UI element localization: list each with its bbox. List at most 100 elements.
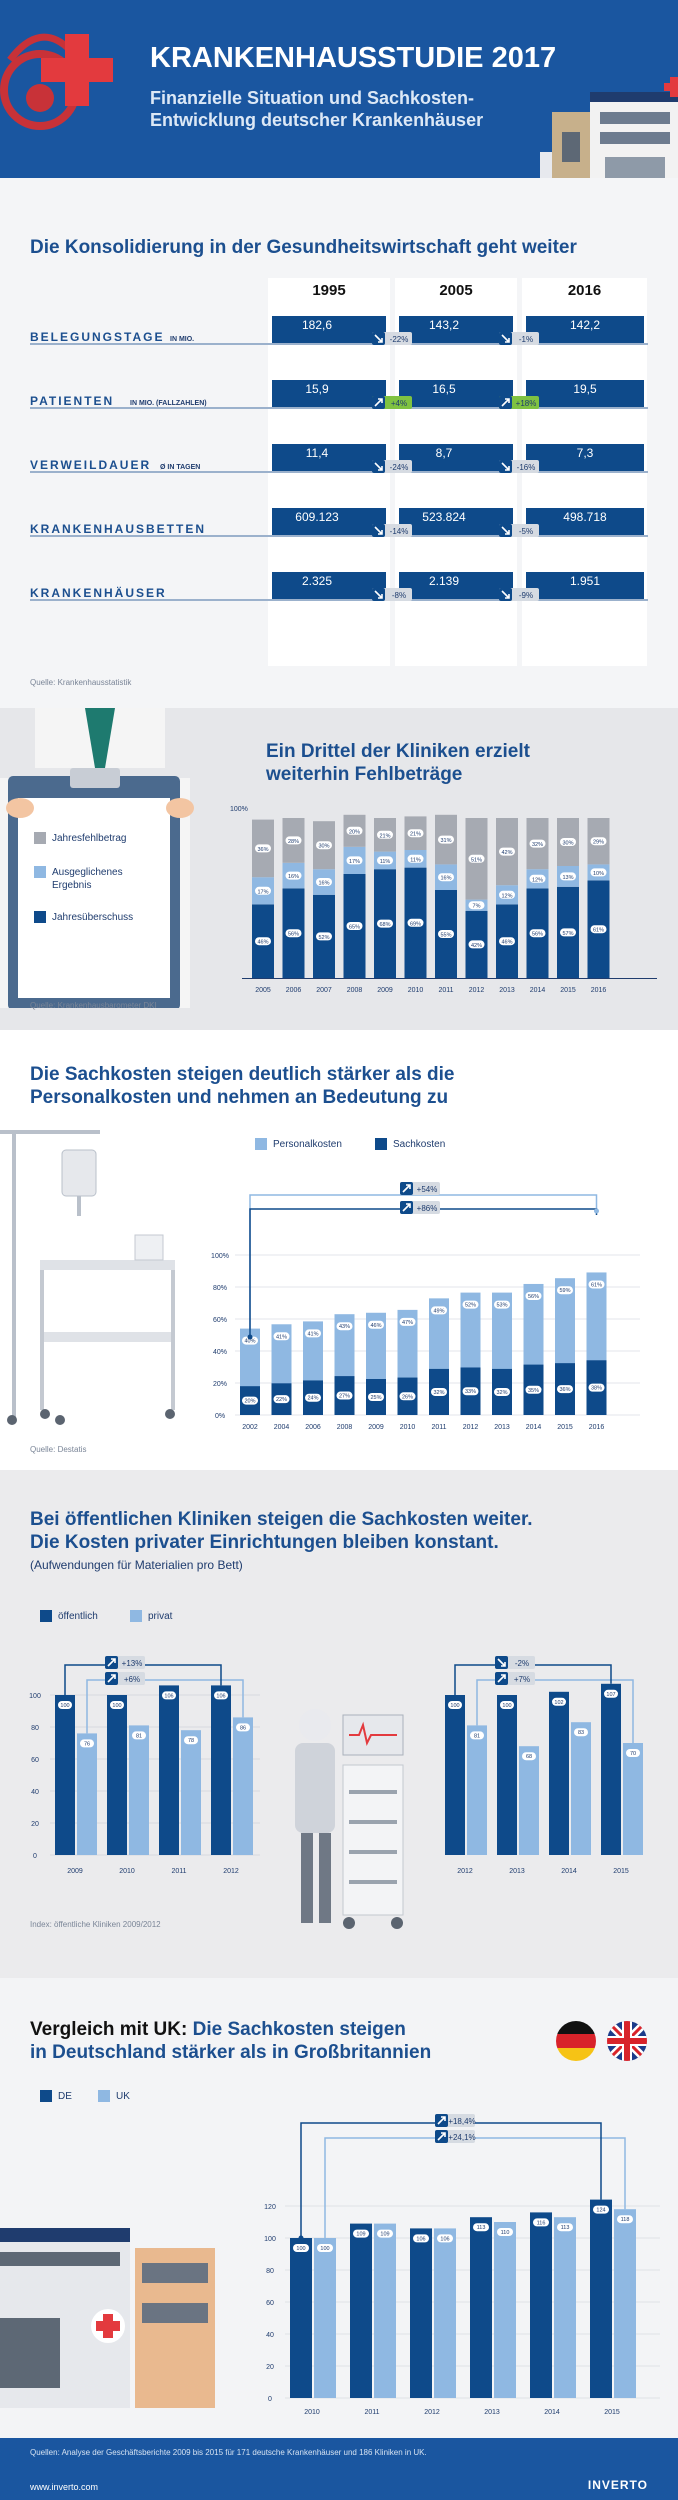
public-private-chart-left: 0 20 40 60 80 100 100 76 2009 100 81 2010 106 78 2011 1… xyxy=(29,1656,260,1875)
public-label-pill xyxy=(162,1691,176,1700)
segment-label: 65% xyxy=(349,925,360,931)
change-badge-personal-label: +54% xyxy=(417,1185,438,1194)
personal-label-pill xyxy=(462,1300,479,1309)
x-axis-label: 2011 xyxy=(171,1868,186,1875)
segment-label-pill xyxy=(285,929,302,938)
uk-bar xyxy=(614,2209,636,2398)
x-axis-label: 2012 xyxy=(424,2409,440,2416)
personal-label-pill xyxy=(368,1320,384,1329)
uk-flag-icon xyxy=(607,2021,647,2061)
section2-title-2: weiterhin Fehlbeträge xyxy=(266,764,463,785)
legend-oeffentlich: öffentlich xyxy=(40,1610,98,1622)
segment-label: 36% xyxy=(257,847,268,853)
change-badge: -8% xyxy=(372,588,412,601)
year-header-1995: 1995 xyxy=(312,282,346,299)
change-badge-label: -16% xyxy=(517,463,536,472)
segment-label-pill xyxy=(407,854,424,863)
segment-label-pill xyxy=(346,826,363,835)
private-bar xyxy=(233,1717,253,1855)
segment-label-pill xyxy=(438,835,454,844)
personal-value-label: 40% xyxy=(244,1339,255,1345)
footer-source: Quellen: Analyse der Geschäftsberichte 2… xyxy=(30,2448,427,2457)
x-axis-label: 2011 xyxy=(431,1424,446,1431)
legend-de: DE xyxy=(40,2090,72,2102)
private-label-pill xyxy=(184,1736,198,1745)
table-value-bar xyxy=(526,316,644,343)
change-badge: -9% xyxy=(499,588,539,601)
table-row-label: VERWEILDAUER xyxy=(30,458,151,472)
x-axis-label: 2013 xyxy=(484,2409,500,2416)
hospital-illustration xyxy=(0,2228,215,2408)
public-bar xyxy=(107,1695,127,1855)
de-bar xyxy=(590,2199,612,2398)
footer-url[interactable]: www.inverto.com xyxy=(30,2482,99,2492)
de-label-pill xyxy=(473,2223,489,2232)
public-label-pill xyxy=(604,1689,618,1698)
segment-label-pill xyxy=(529,839,546,848)
year-header-2016: 2016 xyxy=(567,282,602,299)
legend-label-uk: UK xyxy=(116,2090,130,2102)
personal-value-label: 41% xyxy=(276,1334,287,1340)
public-bar xyxy=(497,1695,517,1855)
public-value-label: 106 xyxy=(216,1693,225,1699)
uk-value-label: 100 xyxy=(320,2246,329,2252)
segment-label-pill xyxy=(255,886,271,895)
de-bar xyxy=(350,2223,372,2398)
table-value-bar xyxy=(272,380,386,407)
personal-value-label: 46% xyxy=(370,1323,381,1329)
table-row-label: KRANKENHÄUSER xyxy=(30,585,167,600)
stacked-bar-chart: 100% 46% 17% 36% 2005 56% 16% 28% 2006 52% 16% 30% 2… xyxy=(230,806,657,994)
private-bar xyxy=(129,1725,149,1855)
table-value-bar xyxy=(272,316,386,343)
sach-value-label: 26% xyxy=(402,1394,413,1400)
x-axis-label: 2012 xyxy=(463,1424,479,1431)
segment-label-pill xyxy=(285,836,302,845)
private-label-pill xyxy=(522,1752,536,1761)
y-tick-label: 60 xyxy=(31,1757,39,1764)
segment-label-pill xyxy=(407,829,424,838)
legend-swatch-de xyxy=(40,2090,52,2102)
segment-label: 46% xyxy=(257,940,268,946)
x-axis-label: 2015 xyxy=(557,1424,573,1431)
year-header-2005: 2005 xyxy=(439,282,473,299)
segment-label: 52% xyxy=(318,935,329,941)
sach-value-label: 27% xyxy=(339,1394,350,1400)
segment-label: 13% xyxy=(562,875,573,881)
uk-value-label: 106 xyxy=(440,2236,449,2242)
de-value-label: 106 xyxy=(416,2236,425,2242)
segment-label-pill xyxy=(499,890,515,899)
x-axis-label: 2012 xyxy=(457,1868,473,1875)
change-badge: +18% xyxy=(499,396,539,409)
public-label-pill xyxy=(552,1697,566,1706)
table-value-bar xyxy=(399,572,513,599)
x-axis-label: 2015 xyxy=(604,2409,620,2416)
table-value-bar xyxy=(272,508,386,535)
public-label-pill xyxy=(110,1701,124,1709)
y-tick-label: 20 xyxy=(266,2364,274,2371)
private-value-label: 83 xyxy=(578,1730,584,1736)
legend-label-ausgeglichen: Ausgeglichenes Ergebnis xyxy=(52,867,123,891)
segment-label-pill xyxy=(346,856,363,865)
segment-label: 57% xyxy=(562,931,573,937)
x-axis-label: 2009 xyxy=(368,1424,384,1431)
table-value: 523.824 xyxy=(422,510,466,524)
uk-label-pill xyxy=(437,2234,453,2243)
change-badge: -24% xyxy=(372,460,412,473)
hospital-building-icon xyxy=(540,77,678,178)
segment-label-pill xyxy=(529,874,546,883)
uk-value-label: 109 xyxy=(380,2232,389,2238)
segment-label: 11% xyxy=(410,857,421,863)
public-bar xyxy=(445,1695,465,1855)
sach-value-label: 35% xyxy=(528,1388,539,1394)
public-label-pill xyxy=(58,1701,72,1709)
table-rows-svg: BELEGUNGSTAGE IN MIO. 182,6 143,2 142,2 -22% -… xyxy=(30,316,648,601)
section1-source: Quelle: Krankenhausstatistik xyxy=(30,678,132,687)
private-value-label: 68 xyxy=(526,1754,532,1760)
table-value-bar xyxy=(399,380,513,407)
table-value: 1.951 xyxy=(570,574,600,588)
public-bar xyxy=(549,1691,569,1855)
legend-label-personalkosten: Personalkosten xyxy=(273,1138,342,1150)
x-axis-label: 2010 xyxy=(400,1424,416,1431)
segment-label: 12% xyxy=(501,893,512,899)
legend-sachkosten: Sachkosten xyxy=(375,1138,445,1150)
